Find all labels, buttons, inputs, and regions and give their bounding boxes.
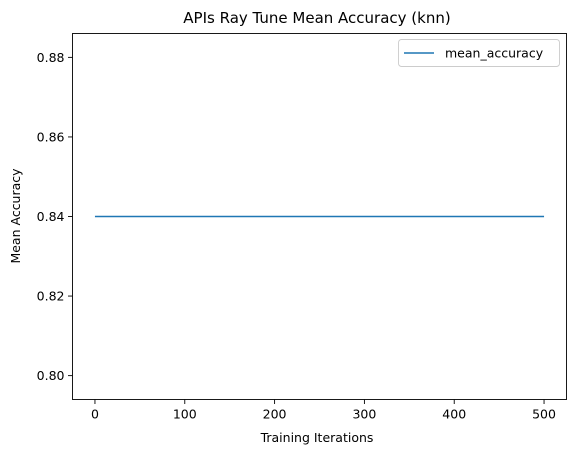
y-tick-label: 0.86 [37,129,65,144]
x-axis-ticks: 0 100 200 300 400 500 [91,399,556,422]
x-tick-label: 400 [442,407,466,422]
x-tick-label: 500 [532,407,556,422]
legend-label-mean-accuracy: mean_accuracy [445,46,544,61]
y-tick-label: 0.84 [37,209,65,224]
x-axis-label: Training Iterations [260,430,374,445]
x-tick-label: 0 [91,407,99,422]
x-tick-label: 300 [352,407,376,422]
chart-title: APIs Ray Tune Mean Accuracy (knn) [183,9,450,27]
y-tick-label: 0.88 [37,50,65,65]
y-tick-label: 0.80 [37,368,65,383]
x-tick-label: 200 [263,407,287,422]
y-axis-ticks: 0.80 0.82 0.84 0.86 0.88 [37,50,73,383]
y-axis-label: Mean Accuracy [8,168,23,264]
legend: mean_accuracy [398,39,560,67]
legend-box [398,39,560,67]
x-tick-label: 100 [173,407,197,422]
plot-frame [72,33,567,400]
y-tick-label: 0.82 [37,289,65,304]
